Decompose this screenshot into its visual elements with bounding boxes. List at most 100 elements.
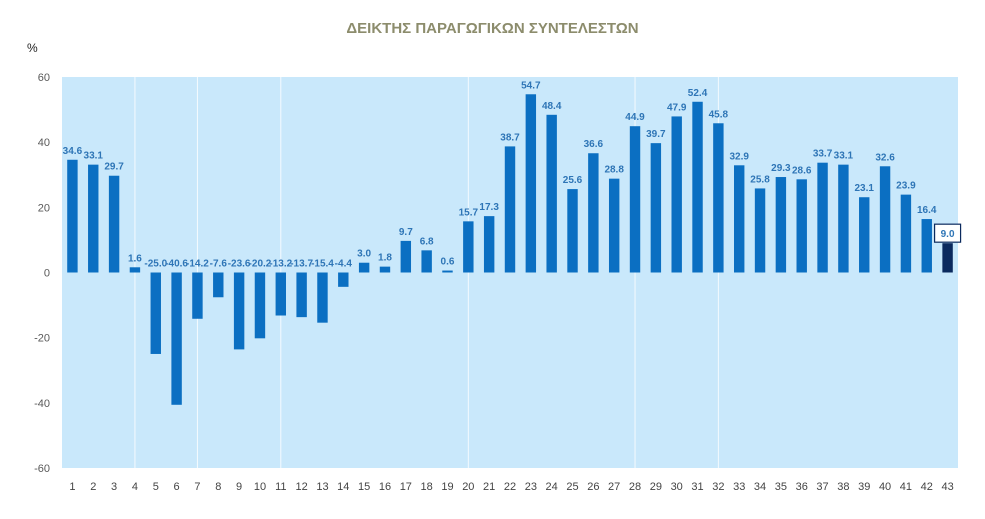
data-label: 33.1 bbox=[834, 151, 854, 162]
bar bbox=[504, 146, 516, 273]
bar bbox=[171, 272, 182, 405]
bar bbox=[358, 262, 370, 273]
data-label: 17.3 bbox=[479, 202, 499, 213]
x-tick-label: 39 bbox=[858, 481, 870, 493]
x-tick-label: 7 bbox=[194, 481, 200, 493]
bar bbox=[567, 189, 578, 273]
data-label: 33.7 bbox=[813, 149, 833, 160]
x-tick-label: 32 bbox=[712, 481, 724, 493]
data-label: 23.9 bbox=[896, 181, 916, 192]
y-tick-label: 60 bbox=[38, 72, 50, 84]
data-label: 48.4 bbox=[542, 101, 562, 112]
x-tick-label: 3 bbox=[111, 481, 117, 493]
x-tick-label: 24 bbox=[546, 481, 558, 493]
bar bbox=[859, 197, 870, 273]
y-tick-label: 0 bbox=[44, 268, 50, 280]
bar bbox=[108, 175, 120, 273]
bar bbox=[817, 162, 828, 273]
bar bbox=[838, 164, 849, 273]
bar bbox=[296, 272, 307, 318]
data-label: -20.2 bbox=[249, 259, 272, 270]
data-label: 36.6 bbox=[584, 139, 604, 150]
bar bbox=[588, 153, 599, 273]
data-label: -15.4 bbox=[311, 259, 334, 270]
data-label: 33.1 bbox=[84, 151, 104, 162]
x-tick-label: 2 bbox=[90, 481, 96, 493]
x-tick-label: 1 bbox=[69, 481, 75, 493]
x-tick-label: 21 bbox=[483, 481, 495, 493]
data-label: 54.7 bbox=[521, 80, 541, 91]
bar bbox=[254, 272, 266, 339]
data-label: -25.0 bbox=[144, 259, 167, 270]
x-tick-label: 27 bbox=[608, 481, 620, 493]
data-label: 28.6 bbox=[792, 165, 812, 176]
bar bbox=[900, 194, 912, 273]
data-label-box bbox=[933, 223, 962, 243]
bar bbox=[233, 272, 245, 350]
x-tick-label: 16 bbox=[379, 481, 391, 493]
data-label: 0.6 bbox=[441, 257, 455, 268]
x-tick-label: 30 bbox=[671, 481, 683, 493]
bar bbox=[150, 272, 161, 354]
data-label: -40.6 bbox=[165, 259, 188, 270]
data-label: 34.6 bbox=[63, 146, 83, 157]
data-label: -13.7 bbox=[290, 259, 313, 270]
data-label: -4.4 bbox=[335, 259, 353, 270]
data-label: 45.8 bbox=[709, 109, 729, 120]
data-label: 15.7 bbox=[459, 207, 479, 218]
data-label: 1.8 bbox=[378, 253, 392, 264]
x-tick-label: 20 bbox=[462, 481, 474, 493]
bar bbox=[629, 126, 641, 273]
data-label: 3.0 bbox=[357, 249, 371, 260]
bar bbox=[942, 243, 953, 273]
y-tick-label: -60 bbox=[34, 463, 50, 475]
bar bbox=[525, 94, 537, 273]
bar bbox=[775, 177, 787, 273]
data-label: -14.2 bbox=[186, 259, 209, 270]
bar bbox=[275, 272, 286, 316]
bar bbox=[463, 221, 474, 273]
data-label: 23.1 bbox=[854, 183, 874, 194]
bar bbox=[442, 270, 453, 273]
x-tick-label: 42 bbox=[921, 481, 933, 493]
x-tick-label: 18 bbox=[421, 481, 433, 493]
x-tick-label: 33 bbox=[733, 481, 745, 493]
bar bbox=[317, 272, 328, 323]
y-tick-label: 20 bbox=[38, 202, 50, 214]
bar bbox=[67, 159, 78, 273]
x-tick-label: 8 bbox=[215, 481, 221, 493]
x-tick-label: 40 bbox=[879, 481, 891, 493]
y-axis-unit: % bbox=[27, 41, 38, 55]
bar bbox=[796, 179, 807, 273]
x-tick-label: 19 bbox=[441, 481, 453, 493]
x-tick-label: 29 bbox=[650, 481, 662, 493]
data-label: -7.6 bbox=[210, 259, 228, 270]
bar bbox=[379, 266, 391, 273]
x-tick-label: 38 bbox=[837, 481, 849, 493]
x-tick-label: 11 bbox=[275, 481, 286, 493]
x-tick-label: 5 bbox=[153, 481, 159, 493]
data-label: -23.6 bbox=[228, 259, 251, 270]
y-tick-label: -20 bbox=[34, 333, 50, 345]
x-tick-label: 41 bbox=[900, 481, 912, 493]
bar bbox=[129, 267, 141, 273]
bar bbox=[421, 250, 432, 273]
data-label: 29.3 bbox=[771, 163, 791, 174]
bar bbox=[650, 143, 662, 273]
data-label: 32.6 bbox=[875, 152, 895, 163]
bar bbox=[879, 166, 891, 273]
x-tick-label: 10 bbox=[254, 481, 266, 493]
x-tick-label: 25 bbox=[566, 481, 578, 493]
x-tick-label: 14 bbox=[337, 481, 349, 493]
data-label: 6.8 bbox=[420, 236, 434, 247]
x-tick-label: 6 bbox=[174, 481, 180, 493]
bar bbox=[546, 114, 557, 273]
bar bbox=[608, 178, 620, 273]
x-tick-label: 23 bbox=[525, 481, 537, 493]
data-label: 25.6 bbox=[563, 175, 583, 186]
bar bbox=[921, 219, 932, 273]
bar bbox=[400, 240, 412, 273]
bar bbox=[692, 101, 703, 273]
chart-title: ΔΕΙΚΤΗΣ ΠΑΡΑΓΩΓΙΚΩΝ ΣΥΝΤΕΛΕΣΤΩΝ bbox=[346, 20, 639, 37]
x-tick-label: 43 bbox=[941, 481, 953, 493]
